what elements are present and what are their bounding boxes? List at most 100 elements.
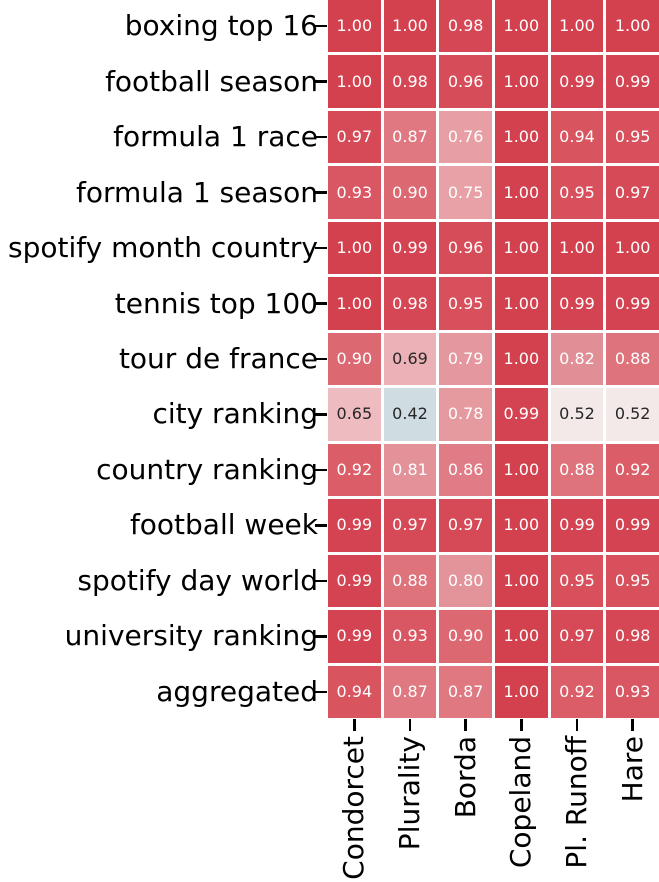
cell-value: 0.52	[559, 404, 595, 424]
heatmap-cell: 1.00	[328, 55, 381, 108]
heatmap-cell: 0.86	[439, 443, 492, 497]
column-label: Copeland	[504, 736, 538, 869]
heatmap-cell: 1.00	[495, 110, 548, 164]
y-tick-mark	[315, 135, 327, 139]
heatmap-cell: 0.95	[606, 110, 659, 164]
heatmap-cell: 0.97	[550, 610, 604, 663]
cell-value: 0.93	[336, 182, 373, 202]
column-label: Borda	[448, 736, 482, 819]
heatmap-cell: 1.00	[383, 0, 437, 53]
cell-value: 0.87	[392, 681, 428, 701]
cell-value: 0.94	[559, 127, 595, 147]
cell-value: 0.99	[559, 293, 595, 313]
y-tick-mark	[315, 302, 327, 305]
heatmap-cell: 0.99	[606, 499, 659, 552]
heatmap-cell: 0.90	[383, 166, 437, 219]
cell-value: 0.96	[447, 71, 484, 91]
cell-value: 0.95	[447, 293, 484, 313]
heatmap-cell: 0.65	[328, 388, 381, 441]
cell-value: 1.00	[503, 459, 540, 479]
cell-value: 1.00	[503, 626, 540, 646]
cell-value: 0.97	[447, 515, 484, 535]
cell-value: 0.76	[447, 127, 484, 147]
heatmap: 1.00 1.00 0.98 1.00 1.00 1.00 1.00 0.98 0.96 1.00…	[328, 0, 659, 718]
column-label: Hare	[615, 736, 649, 803]
y-tick-mark	[315, 24, 327, 28]
cell-value: 0.98	[614, 626, 651, 646]
cell-value: 0.98	[392, 71, 428, 91]
cell-value: 0.93	[614, 681, 651, 701]
heatmap-cell: 0.42	[383, 388, 437, 441]
cell-value: 0.99	[614, 71, 651, 91]
cell-value: 1.00	[336, 16, 373, 36]
cell-value: 1.00	[614, 16, 651, 36]
heatmap-cell: 0.93	[383, 610, 437, 663]
row-label: tennis top 100	[114, 286, 318, 320]
heatmap-cell: 0.87	[383, 110, 437, 164]
cell-value: 0.69	[392, 348, 428, 368]
y-tick-mark	[315, 246, 327, 250]
row-label: spotify month country	[8, 231, 318, 265]
heatmap-cell: 0.90	[439, 610, 492, 663]
cell-value: 0.95	[559, 570, 595, 590]
cell-value: 1.00	[336, 238, 373, 258]
heatmap-cell: 0.99	[328, 499, 381, 552]
cell-value: 0.98	[392, 293, 428, 313]
heatmap-cell: 0.95	[439, 277, 492, 330]
heatmap-cell: 0.98	[383, 277, 437, 330]
heatmap-cell: 0.98	[439, 0, 492, 53]
heatmap-cell: 0.92	[550, 665, 604, 718]
cell-value: 0.82	[559, 348, 595, 368]
heatmap-cell: 0.87	[439, 665, 492, 718]
heatmap-cell: 0.81	[383, 443, 437, 497]
cell-value: 0.99	[614, 515, 651, 535]
heatmap-cell: 1.00	[495, 55, 548, 108]
row-label: tour de france	[118, 342, 318, 375]
heatmap-cell: 1.00	[606, 221, 659, 275]
cell-value: 0.87	[447, 681, 484, 701]
x-tick-mark	[408, 719, 412, 731]
heatmap-cell: 0.97	[606, 166, 659, 219]
column-label: Plurality	[393, 736, 426, 851]
row-label: formula 1 race	[113, 120, 318, 154]
heatmap-cell: 1.00	[328, 221, 381, 275]
cell-value: 0.92	[336, 459, 373, 479]
row-label: football week	[129, 508, 318, 542]
cell-value: 1.00	[503, 570, 540, 590]
heatmap-cell: 0.94	[328, 665, 381, 718]
cell-value: 0.90	[336, 348, 373, 368]
heatmap-cell: 0.52	[550, 388, 604, 441]
cell-value: 0.79	[447, 348, 484, 368]
heatmap-cell: 0.98	[606, 610, 659, 663]
column-label: Pl. Runoff	[560, 736, 593, 869]
heatmap-cell: 1.00	[328, 277, 381, 330]
heatmap-cell: 0.93	[606, 665, 659, 718]
y-tick-mark	[315, 690, 327, 694]
x-tick-mark	[575, 719, 579, 731]
heatmap-cell: 0.82	[550, 332, 604, 386]
heatmap-cell: 0.88	[550, 443, 604, 497]
x-tick-mark	[353, 719, 356, 731]
cell-value: 1.00	[614, 238, 651, 258]
cell-value: 0.99	[336, 626, 373, 646]
cell-value: 0.97	[336, 127, 373, 147]
row-label: country ranking	[96, 452, 318, 486]
heatmap-cell: 0.99	[550, 55, 604, 108]
cell-value: 1.00	[503, 16, 540, 36]
cell-value: 0.92	[614, 459, 651, 479]
cell-value: 0.42	[392, 404, 428, 424]
heatmap-cell: 1.00	[495, 665, 548, 718]
cell-value: 1.00	[336, 71, 373, 91]
cell-value: 0.86	[447, 459, 484, 479]
cell-value: 0.88	[559, 459, 595, 479]
cell-value: 0.97	[559, 626, 595, 646]
heatmap-cell: 0.87	[383, 665, 437, 718]
cell-value: 0.88	[392, 570, 428, 590]
heatmap-cell: 1.00	[495, 166, 548, 219]
heatmap-cell: 0.75	[439, 166, 492, 219]
heatmap-cell: 1.00	[495, 443, 548, 497]
cell-value: 0.65	[336, 404, 373, 424]
heatmap-cell: 0.97	[439, 499, 492, 552]
heatmap-cell: 0.90	[328, 332, 381, 386]
